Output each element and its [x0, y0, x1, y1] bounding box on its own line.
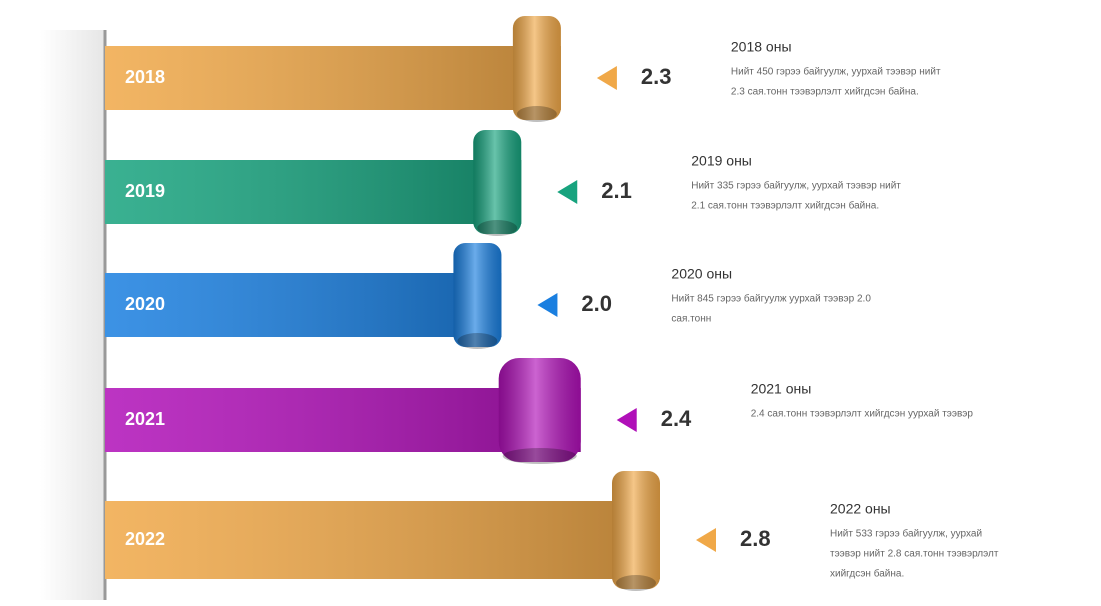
annotation-text: 2.4 сая.тонн тээвэрлэлт хийгдсэн уурхай … — [751, 409, 974, 420]
bar-label: 2021 — [125, 409, 165, 429]
annotation-title: 2020 оны — [671, 266, 732, 282]
annotation-text: 2.3 сая.тонн тээвэрлэлт хийгдсэн байна. — [731, 86, 919, 98]
arrow — [557, 180, 577, 204]
value-label: 2.1 — [601, 178, 632, 203]
bar-shade — [105, 501, 660, 579]
annotation-text: Нийт 845 гэрээ байгуулж уурхай тээвэр 2.… — [671, 293, 871, 305]
annotation-text: Нийт 335 гэрээ байгуулж, уурхай тээвэр н… — [691, 180, 901, 192]
value-label: 2.8 — [740, 526, 771, 551]
roll-shade — [513, 16, 561, 120]
value-label: 2.3 — [641, 64, 672, 89]
infographic: 2018 2.3 2018 оны Нийт 450 гэрээ байгуулж, … — [0, 0, 1101, 606]
annotation-text: Нийт 533 гэрээ байгуулж, уурхай — [830, 528, 982, 540]
annotation-title: 2019 оны — [691, 153, 752, 169]
annotation-text: хийгдсэн байна. — [830, 568, 904, 580]
roll-end — [477, 220, 517, 236]
annotation-text: Нийт 450 гэрээ байгуулж, уурхай тээвэр н… — [731, 66, 941, 78]
bar-shade — [105, 160, 521, 224]
value-label: 2.4 — [661, 406, 692, 431]
roll-shade — [473, 130, 521, 234]
roll-shade — [453, 243, 501, 347]
arrow — [696, 528, 716, 552]
roll-shade — [612, 471, 660, 589]
annotation-text: 2.1 сая.тонн тээвэрлэлт хийгдсэн байна. — [691, 200, 879, 212]
annotation-text: тээвэр нийт 2.8 сая.тонн тээвэрлэлт — [830, 549, 999, 560]
bar-shade — [105, 46, 561, 110]
annotation-title: 2021 оны — [751, 381, 812, 397]
roll-end — [457, 333, 497, 349]
bar-label: 2022 — [125, 529, 165, 549]
roll-shade — [499, 358, 581, 462]
arrow — [597, 66, 617, 90]
bar-label: 2020 — [125, 294, 165, 314]
annotation-title: 2022 оны — [830, 501, 891, 517]
roll-end — [503, 448, 577, 464]
bar-label: 2018 — [125, 67, 165, 87]
arrow — [537, 293, 557, 317]
bar-label: 2019 — [125, 181, 165, 201]
roll-end — [517, 106, 557, 122]
roll-end — [616, 575, 656, 591]
annotation-text: сая.тонн — [671, 314, 711, 325]
side-stripe — [40, 30, 105, 600]
value-label: 2.0 — [581, 291, 612, 316]
annotation-title: 2018 оны — [731, 39, 792, 55]
arrow — [617, 408, 637, 432]
